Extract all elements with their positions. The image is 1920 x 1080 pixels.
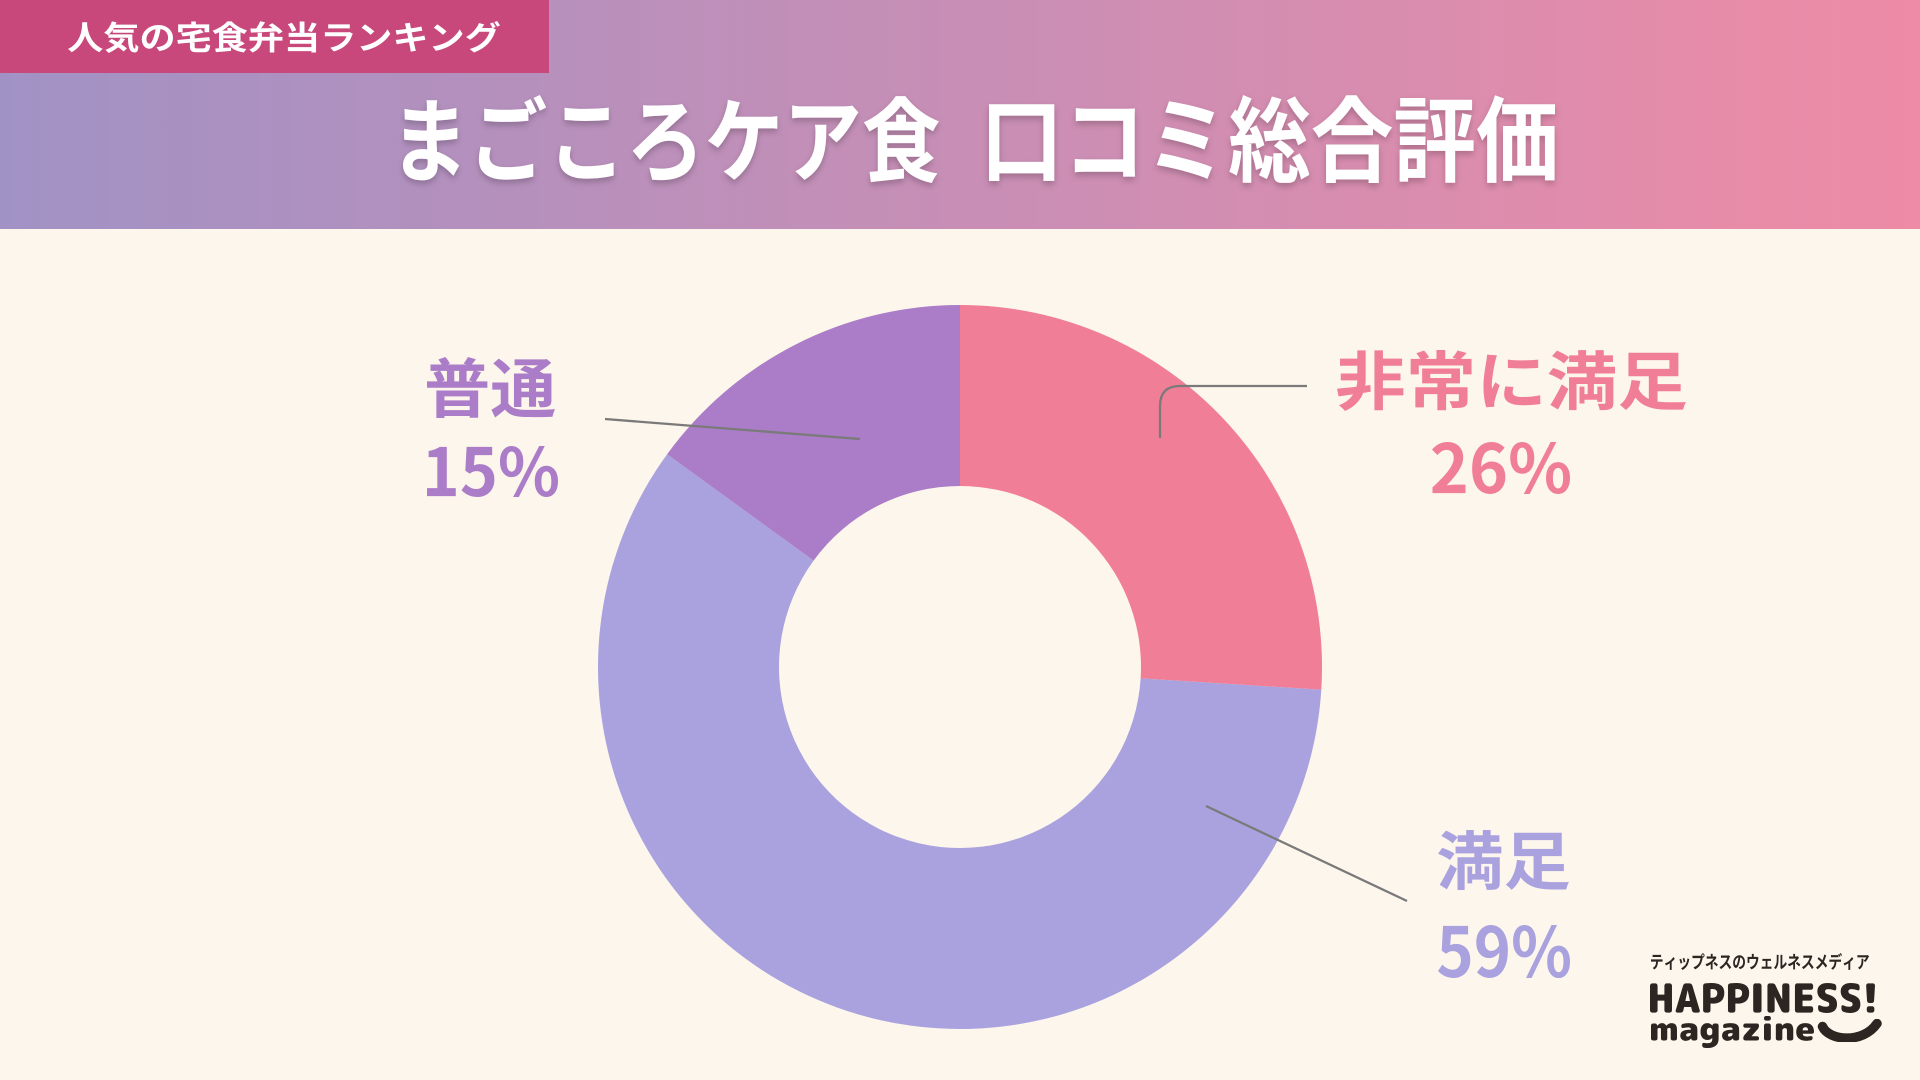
very-satisfied-value-glyphs — [1431, 442, 1571, 495]
satisfied-label-glyphs — [1437, 830, 1569, 891]
badge-label-glyphs — [67, 21, 500, 54]
donut-chart — [598, 305, 1323, 1029]
logo-tagline-glyphs — [1651, 953, 1870, 970]
logo-magazine-glyphs — [1651, 1016, 1814, 1048]
neutral-label-glyphs — [426, 357, 555, 418]
very-satisfied-label-glyphs — [1337, 350, 1687, 412]
satisfied-value-glyphs — [1438, 925, 1571, 979]
page-title-glyphs-1 — [402, 95, 939, 184]
logo-brand-glyphs — [1650, 983, 1876, 1013]
smile-icon — [1817, 1019, 1882, 1042]
neutral-value-glyphs — [427, 446, 559, 498]
slice-very-satisfied — [960, 305, 1323, 690]
slice-satisfied — [598, 454, 1322, 1029]
page-title-glyphs-2 — [989, 94, 1555, 184]
